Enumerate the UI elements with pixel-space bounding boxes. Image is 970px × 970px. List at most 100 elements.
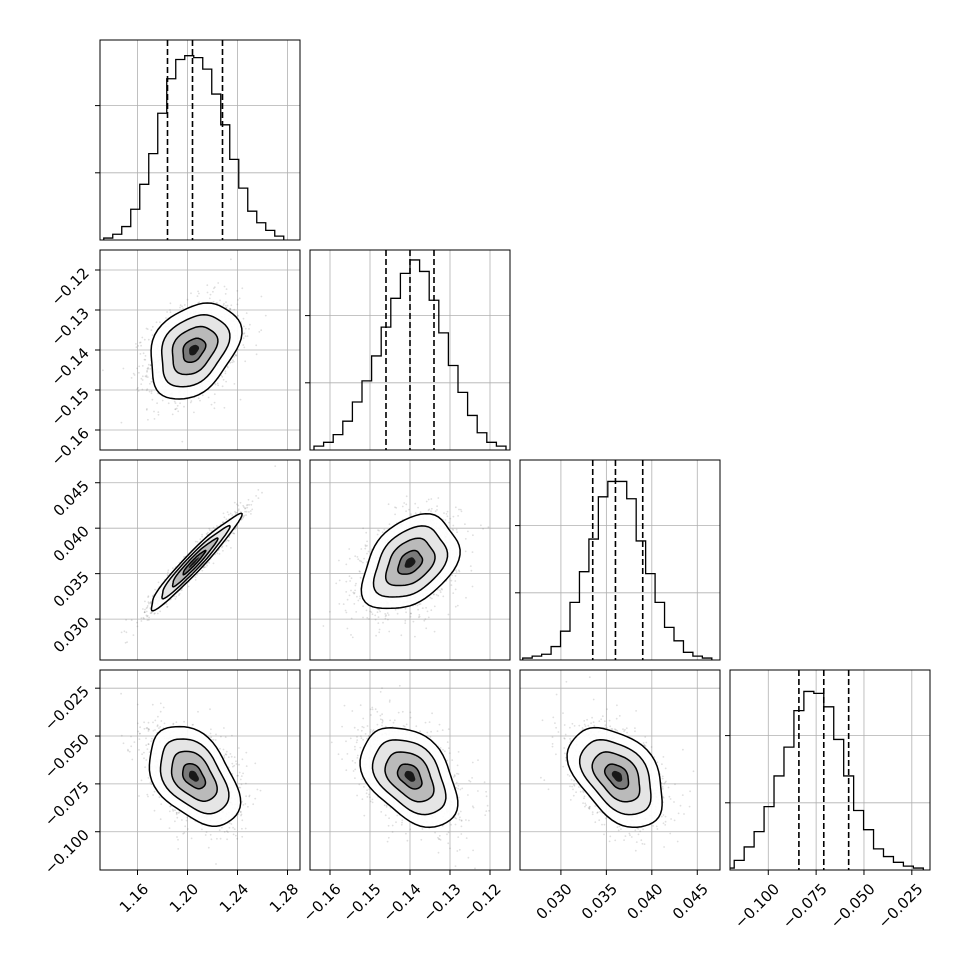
sample-point <box>448 521 450 524</box>
sample-point <box>480 524 482 527</box>
sample-point <box>424 618 427 620</box>
sample-point <box>165 603 168 605</box>
sample-point <box>454 580 457 582</box>
sample-point <box>133 374 136 376</box>
sample-point <box>166 606 169 608</box>
density-fill <box>189 344 200 356</box>
sample-point <box>146 793 149 796</box>
sample-point <box>146 619 149 621</box>
panel-0-0 <box>95 39 301 241</box>
sample-point <box>255 344 258 347</box>
sample-point <box>147 366 150 369</box>
sample-point <box>436 509 438 511</box>
sample-point <box>394 506 396 509</box>
sample-point <box>125 631 128 634</box>
sample-point <box>425 627 428 630</box>
sample-point <box>348 557 351 560</box>
contour-line <box>161 524 231 600</box>
sample-point <box>179 304 182 307</box>
sample-point <box>243 332 246 334</box>
sample-point <box>149 364 152 367</box>
sample-point <box>416 604 419 607</box>
sample-point <box>238 763 240 766</box>
sample-point <box>362 527 364 530</box>
sample-point <box>245 510 248 513</box>
sample-point <box>141 379 144 381</box>
sample-point <box>322 625 325 627</box>
sample-point <box>364 545 367 548</box>
sample-point <box>147 367 150 370</box>
sample-point <box>237 299 239 301</box>
sample-point <box>244 360 247 363</box>
sample-point <box>212 290 214 293</box>
sample-point <box>456 604 459 607</box>
sample-point <box>225 545 228 547</box>
sample-point <box>350 634 352 636</box>
sample-point <box>183 832 186 834</box>
sample-point <box>239 810 242 813</box>
sample-point <box>151 398 154 401</box>
sample-point <box>248 511 250 513</box>
sample-point <box>224 293 227 295</box>
sample-point <box>150 740 153 742</box>
sample-point <box>353 592 355 595</box>
sample-point <box>364 544 367 546</box>
sample-point <box>260 295 263 298</box>
sample-point <box>346 598 349 601</box>
sample-point <box>233 532 236 535</box>
sample-point <box>120 421 123 424</box>
sample-point <box>213 401 216 404</box>
sample-point <box>193 411 195 414</box>
sample-point <box>244 803 247 805</box>
sample-point <box>430 498 433 500</box>
sample-point <box>232 360 235 363</box>
sample-point <box>378 529 380 532</box>
sample-point <box>198 301 201 304</box>
sample-point <box>409 615 412 618</box>
sample-point <box>231 532 234 534</box>
sample-point <box>233 383 236 385</box>
sample-point <box>443 512 445 514</box>
sample-point <box>124 641 127 644</box>
sample-point <box>482 528 484 530</box>
histogram-0 <box>103 55 285 240</box>
sample-point <box>156 612 159 615</box>
sample-point <box>404 622 407 624</box>
sample-point <box>174 408 177 411</box>
sample-point <box>455 528 458 531</box>
sample-point <box>353 603 356 605</box>
sample-point <box>454 588 457 591</box>
sample-point <box>210 736 213 739</box>
sample-point <box>383 528 386 531</box>
sample-point <box>345 563 348 566</box>
sample-point <box>143 358 146 361</box>
sample-point <box>224 540 227 543</box>
sample-point <box>381 531 384 534</box>
sample-point <box>436 505 438 508</box>
sample-point <box>245 514 247 516</box>
sample-point <box>230 823 233 825</box>
sample-point <box>132 372 135 375</box>
sample-point <box>139 353 142 355</box>
sample-point <box>139 341 142 344</box>
sample-point <box>142 616 145 619</box>
sample-point <box>228 536 231 539</box>
sample-point <box>196 295 199 297</box>
sample-point <box>178 594 180 597</box>
sample-point <box>433 630 436 633</box>
sample-point <box>249 323 251 326</box>
panel-border <box>519 459 721 661</box>
sample-point <box>243 506 245 509</box>
sample-point <box>158 796 161 799</box>
sample-point <box>452 515 455 518</box>
sample-point <box>433 605 436 608</box>
sample-point <box>404 619 407 622</box>
sample-point <box>144 358 147 361</box>
sample-point <box>348 575 351 578</box>
sample-point <box>168 810 171 813</box>
sample-point <box>145 614 148 617</box>
sample-point <box>400 634 403 637</box>
sample-point <box>234 510 236 513</box>
sample-point <box>242 317 245 320</box>
sample-point <box>238 297 241 300</box>
